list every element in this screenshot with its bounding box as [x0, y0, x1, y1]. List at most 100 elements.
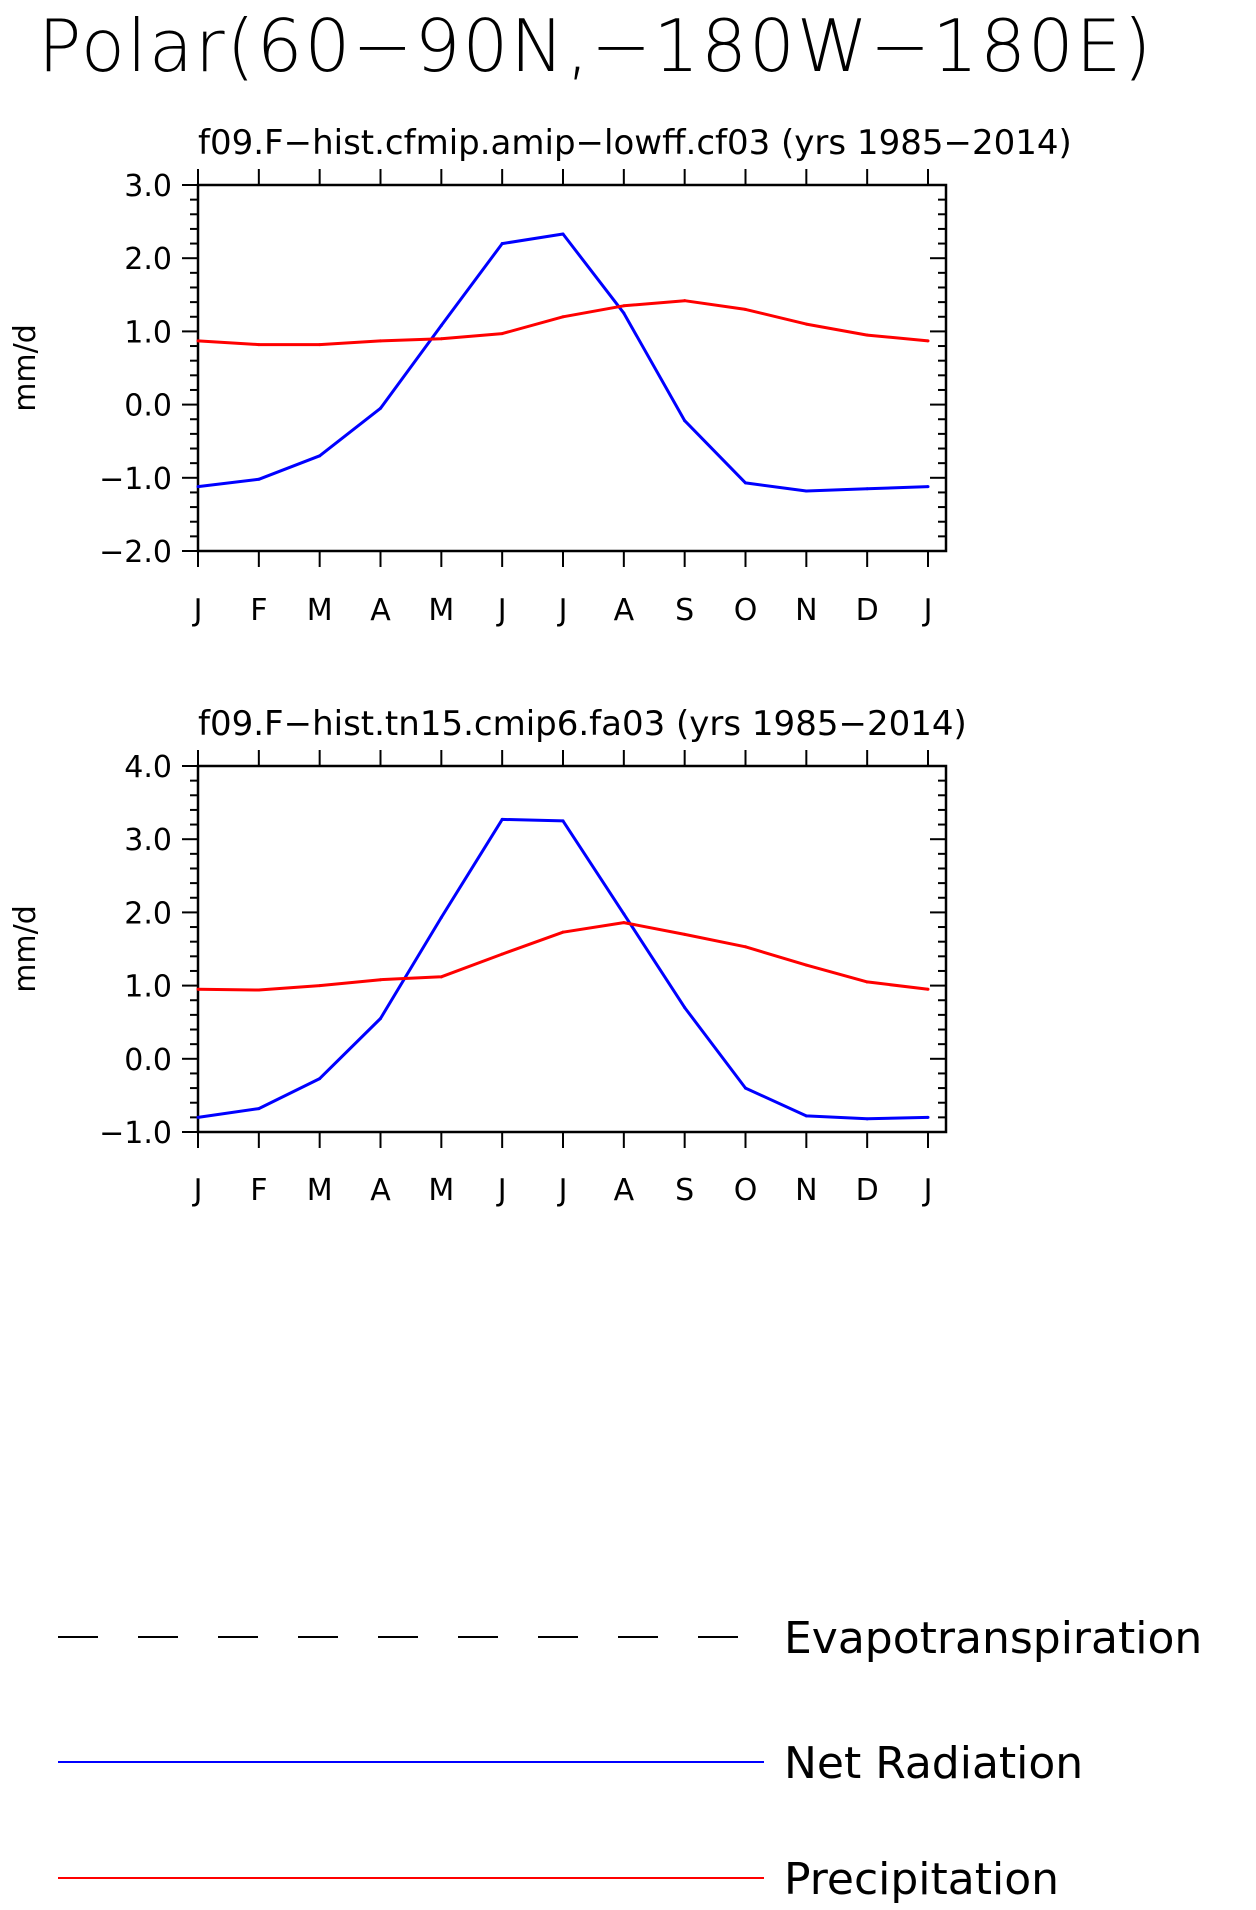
data-point-net-radiation: [318, 1077, 322, 1081]
data-point-precipitation: [865, 980, 869, 984]
data-point-precipitation: [561, 930, 565, 934]
y-tick-label: −2.0: [99, 535, 172, 570]
data-point-precipitation: [744, 307, 747, 311]
data-point-precipitation: [500, 952, 504, 956]
x-tick-label: D: [856, 593, 879, 628]
data-point-precipitation: [196, 987, 200, 991]
data-point-net-radiation: [865, 487, 869, 491]
data-point-net-radiation: [379, 406, 382, 410]
panel-bottom: f09.F−hist.tn15.cmip6.fa03 (yrs 1985−201…: [8, 704, 967, 1208]
data-point-precipitation: [683, 299, 687, 303]
data-point-net-radiation: [500, 242, 504, 246]
y-tick-label: 2.0: [124, 896, 172, 931]
data-point-precipitation: [865, 333, 869, 337]
data-point-net-radiation: [804, 489, 808, 493]
data-point-precipitation: [926, 987, 930, 991]
data-point-net-radiation: [439, 324, 443, 328]
data-point-precipitation: [561, 315, 565, 319]
x-tick-label: N: [795, 1173, 817, 1208]
y-tick-label: 2.0: [124, 242, 172, 277]
y-tick-label: 4.0: [124, 750, 172, 785]
data-point-precipitation: [744, 945, 747, 949]
x-tick-label: F: [250, 593, 267, 628]
x-tick-label: M: [428, 593, 454, 628]
y-tick-label: 3.0: [124, 823, 172, 858]
data-point-precipitation: [379, 978, 382, 982]
x-tick-label: O: [734, 1173, 758, 1208]
data-point-net-radiation: [744, 481, 747, 485]
data-point-precipitation: [257, 343, 261, 347]
data-point-net-radiation: [500, 817, 504, 821]
data-point-net-radiation: [257, 477, 261, 481]
legend-label: Precipitation: [784, 1854, 1059, 1905]
data-point-net-radiation: [926, 485, 930, 489]
x-tick-label: A: [614, 1173, 635, 1208]
data-point-net-radiation: [865, 1117, 869, 1121]
x-tick-label: D: [856, 1173, 879, 1208]
data-point-net-radiation: [683, 419, 687, 423]
y-tick-label: 3.0: [124, 169, 172, 204]
x-tick-label: M: [307, 593, 333, 628]
data-point-precipitation: [804, 963, 808, 967]
x-tick-label: F: [250, 1173, 267, 1208]
x-tick-label: A: [370, 1173, 391, 1208]
x-tick-label: J: [922, 1173, 933, 1208]
data-point-net-radiation: [804, 1114, 808, 1118]
data-point-net-radiation: [196, 485, 200, 489]
y-tick-label: 1.0: [124, 970, 172, 1005]
panel-title: f09.F−hist.cfmip.amip−lowff.cf03 (yrs 19…: [198, 123, 1072, 163]
data-point-precipitation: [622, 304, 626, 308]
data-point-precipitation: [683, 932, 687, 936]
x-tick-label: J: [557, 593, 568, 628]
legend-label: Evapotranspiration: [784, 1613, 1202, 1664]
legend-label: Net Radiation: [784, 1738, 1083, 1789]
data-point-net-radiation: [257, 1107, 261, 1111]
data-point-precipitation: [439, 337, 443, 341]
x-tick-label: N: [795, 593, 817, 628]
panel-top: f09.F−hist.cfmip.amip−lowff.cf03 (yrs 19…: [8, 123, 1072, 628]
data-point-net-radiation: [683, 1006, 687, 1010]
y-axis-label: mm/d: [8, 324, 43, 412]
x-tick-label: J: [922, 593, 933, 628]
data-point-precipitation: [379, 339, 382, 343]
data-point-precipitation: [439, 975, 443, 979]
data-point-net-radiation: [622, 912, 626, 916]
data-point-precipitation: [318, 343, 322, 347]
plot-frame: [196, 183, 948, 553]
data-point-net-radiation: [379, 1017, 382, 1021]
y-tick-label: −1.0: [99, 1116, 172, 1151]
data-point-precipitation: [500, 332, 504, 336]
y-tick-label: −1.0: [99, 462, 172, 497]
data-point-net-radiation: [318, 454, 322, 458]
legend: Evapotranspiration Net Radiation Precipita…: [58, 1613, 1202, 1905]
x-tick-label: J: [496, 593, 507, 628]
page-title: Polar(60−90N,−180W−180E): [38, 4, 1154, 88]
y-tick-label: 0.0: [124, 389, 172, 424]
data-point-net-radiation: [439, 916, 443, 920]
data-point-net-radiation: [196, 1115, 200, 1119]
data-point-net-radiation: [561, 232, 565, 236]
data-point-net-radiation: [561, 819, 565, 823]
x-tick-label: S: [675, 593, 694, 628]
x-tick-label: M: [428, 1173, 454, 1208]
x-tick-label: J: [192, 1173, 203, 1208]
x-tick-label: O: [734, 593, 758, 628]
data-point-precipitation: [622, 921, 626, 925]
y-tick-label: 1.0: [124, 315, 172, 350]
data-point-precipitation: [926, 339, 930, 343]
panel-title: f09.F−hist.tn15.cmip6.fa03 (yrs 1985−201…: [198, 704, 967, 744]
x-tick-label: A: [370, 593, 391, 628]
data-point-precipitation: [257, 988, 261, 992]
data-point-net-radiation: [622, 311, 626, 315]
x-tick-label: J: [557, 1173, 568, 1208]
data-point-precipitation: [318, 984, 322, 988]
data-point-net-radiation: [926, 1115, 930, 1119]
x-tick-label: A: [614, 593, 635, 628]
y-tick-label: 0.0: [124, 1043, 172, 1078]
series-line-net-radiation: [197, 232, 929, 493]
x-tick-label: J: [496, 1173, 507, 1208]
data-point-precipitation: [804, 322, 808, 326]
data-point-net-radiation: [744, 1086, 747, 1090]
data-point-precipitation: [196, 339, 200, 343]
